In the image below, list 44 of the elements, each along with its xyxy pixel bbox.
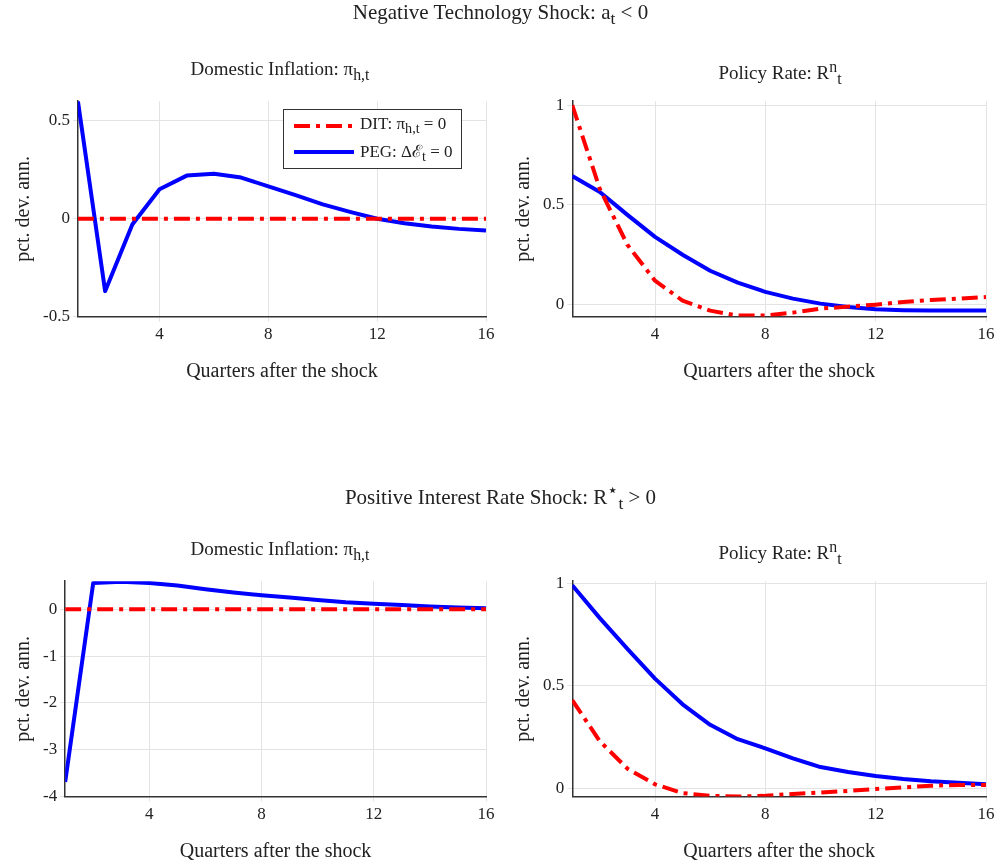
text: Positive Interest Rate Shock: R$^{⋆}$$_{t}$ > 0 (343, 480, 658, 515)
y-tick-label: -1 (42, 645, 58, 665)
x-tick-label: 8 (761, 324, 770, 344)
x-tick-label: 12 (368, 324, 386, 344)
x-tick-label: 16 (477, 804, 495, 824)
x-tick-label: 12 (365, 804, 383, 824)
y-axis-title: pct. dev. ann. (11, 155, 35, 262)
chart-title: Domestic Inflation: π$_{h,t}$ (189, 58, 371, 84)
y-tick-label: 1 (555, 572, 565, 592)
y-tick-label: -3 (42, 739, 58, 759)
y-tick-label: 0 (61, 208, 70, 228)
x-axis-title: Quarters after the shock (179, 839, 372, 862)
x-axis-title: Quarters after the shock (186, 359, 378, 382)
y-axis-title: pct. dev. ann. (11, 635, 35, 742)
x-axis-title: Quarters after the shock (683, 359, 875, 382)
y-tick-label: -2 (42, 692, 58, 712)
y-tick-label: 1 (555, 94, 565, 114)
y-axis-title: pct. dev. ann. (511, 155, 535, 262)
text: Negative Technology Shock: a$_{t}$ < 0 (351, 0, 650, 30)
x-tick-label: 12 (867, 804, 885, 824)
x-tick-label: 4 (650, 804, 660, 824)
x-tick-label: 16 (977, 804, 995, 824)
x-tick-label: 4 (145, 804, 155, 824)
x-tick-label: 16 (977, 324, 995, 344)
y-tick-label: 0.5 (543, 194, 565, 214)
x-tick-label: 12 (867, 324, 885, 344)
x-tick-label: 4 (155, 324, 165, 344)
x-tick-label: 8 (761, 804, 770, 824)
x-tick-label: 16 (477, 324, 495, 344)
x-axis-title: Quarters after the shock (683, 839, 875, 862)
x-tick-label: 4 (650, 324, 660, 344)
y-tick-label: 0 (555, 294, 565, 314)
x-tick-label: 8 (257, 804, 266, 824)
y-tick-label: 0.5 (48, 110, 70, 130)
x-tick-label: 8 (264, 324, 273, 344)
legend-label: DIT: π$_{h,t}$ = 0 (360, 114, 447, 138)
y-tick-label: -0.5 (42, 306, 70, 326)
y-tick-label: 0 (555, 777, 565, 797)
y-axis-title: pct. dev. ann. (511, 635, 535, 742)
legend-label: PEG: Δℰ$_{t}$ = 0 (360, 141, 453, 166)
y-tick-label: 0 (48, 598, 58, 618)
y-tick-label: -4 (42, 786, 58, 806)
y-tick-label: 0.5 (543, 675, 565, 695)
chart-title: Domestic Inflation: π$_{h,t}$ (189, 538, 371, 564)
